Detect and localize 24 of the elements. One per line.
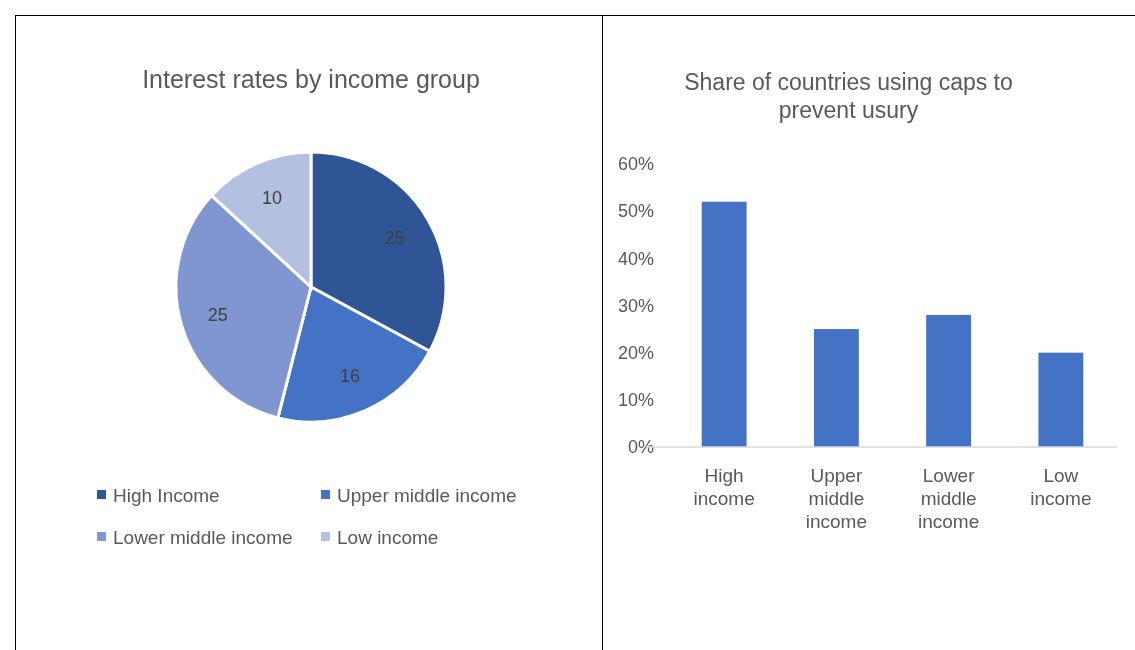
data-label: 16 bbox=[340, 366, 361, 387]
legend-label: Low income bbox=[337, 526, 439, 548]
y-tick-label: 60% bbox=[617, 154, 654, 175]
bar bbox=[1038, 352, 1084, 447]
bar bbox=[926, 314, 972, 447]
y-tick-label: 20% bbox=[617, 342, 654, 363]
data-label: 25 bbox=[384, 227, 405, 248]
legend-label: High Income bbox=[113, 484, 220, 506]
y-tick-label: 10% bbox=[617, 390, 654, 411]
data-label: 25 bbox=[207, 305, 228, 326]
y-tick-label: 40% bbox=[617, 248, 654, 269]
x-tick-label: Low income bbox=[1030, 465, 1092, 509]
chart-title: Interest rates by income group bbox=[142, 65, 480, 93]
y-tick-label: 0% bbox=[627, 437, 654, 458]
bar bbox=[813, 329, 859, 447]
y-tick-label: 30% bbox=[617, 295, 654, 316]
chart-title: Share of countries using caps to prevent usury bbox=[684, 69, 1013, 123]
bar bbox=[701, 201, 747, 447]
x-tick-label: High income bbox=[693, 465, 755, 509]
data-label: 10 bbox=[261, 188, 282, 209]
legend-label: Lower middle income bbox=[113, 526, 293, 548]
x-tick-label: Lower middle income bbox=[918, 465, 980, 532]
x-tick-label: Upper middle income bbox=[805, 465, 867, 532]
y-tick-label: 50% bbox=[617, 201, 654, 222]
